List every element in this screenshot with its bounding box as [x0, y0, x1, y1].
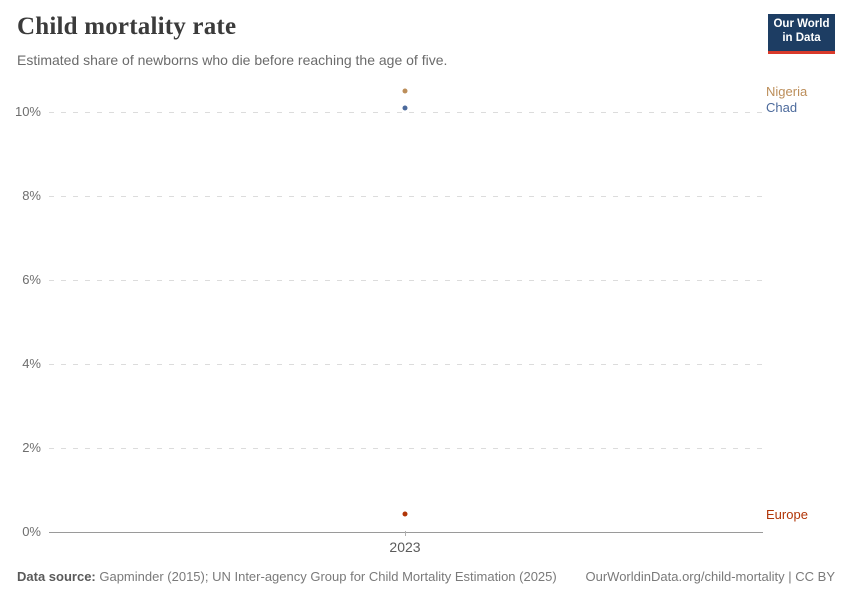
- gridline-8pct: [49, 196, 763, 197]
- chart-footer: Data source: Gapminder (2015); UN Inter-…: [17, 569, 835, 584]
- y-tick-label-6pct: 6%: [22, 272, 41, 287]
- owid-logo[interactable]: Our World in Data: [768, 14, 835, 54]
- owid-logo-line1: Our World: [773, 18, 830, 30]
- series-label-chad[interactable]: Chad: [766, 100, 798, 116]
- owid-url-link[interactable]: OurWorldinData.org/child-mortality | CC …: [585, 569, 836, 584]
- data-point-europe[interactable]: [402, 511, 408, 517]
- gridline-10pct: [49, 112, 763, 113]
- x-axis-line: [49, 532, 763, 533]
- data-source-label: Data source:: [17, 569, 96, 584]
- data-source-text: Gapminder (2015); UN Inter-agency Group …: [95, 569, 557, 584]
- gridline-4pct: [49, 364, 763, 365]
- y-tick-label-4pct: 4%: [22, 356, 41, 371]
- y-tick-label-2pct: 2%: [22, 440, 41, 455]
- x-tick-2023: [405, 531, 406, 536]
- data-source-note: Data source: Gapminder (2015); UN Inter-…: [17, 569, 557, 584]
- y-tick-label-8pct: 8%: [22, 188, 41, 203]
- gridline-2pct: [49, 448, 763, 449]
- data-point-chad[interactable]: [402, 105, 408, 111]
- owid-logo-line2: in Data: [782, 31, 821, 44]
- y-tick-label-10pct: 10%: [14, 104, 41, 119]
- page-title: Child mortality rate: [17, 13, 237, 40]
- series-label-europe[interactable]: Europe: [766, 506, 808, 522]
- gridline-6pct: [49, 280, 763, 281]
- data-point-nigeria[interactable]: [402, 88, 408, 94]
- x-tick-label-2023: 2023: [389, 539, 421, 555]
- series-label-nigeria[interactable]: Nigeria: [766, 83, 808, 99]
- chart-subtitle: Estimated share of newborns who die befo…: [17, 52, 448, 68]
- y-tick-label-0pct: 0%: [22, 524, 41, 539]
